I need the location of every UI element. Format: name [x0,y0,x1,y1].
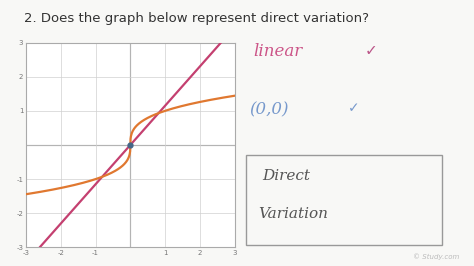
Text: 2. Does the graph below represent direct variation?: 2. Does the graph below represent direct… [24,12,369,25]
Text: Direct: Direct [263,169,310,183]
Text: Variation: Variation [258,207,328,221]
Text: linear: linear [254,43,303,60]
Text: ✓: ✓ [348,101,360,115]
Text: (0,0): (0,0) [249,101,288,118]
Text: ✓: ✓ [365,43,378,57]
FancyBboxPatch shape [246,155,442,246]
Text: © Study.com: © Study.com [413,253,460,260]
